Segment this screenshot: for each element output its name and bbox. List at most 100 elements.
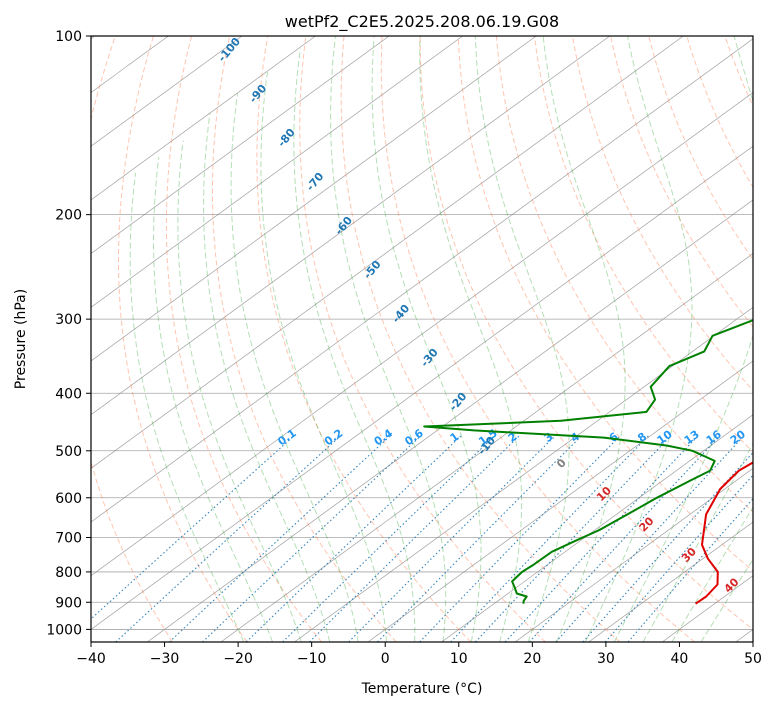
y-axis-label: Pressure (hPa): [13, 289, 29, 389]
x-tick-label: 30: [597, 651, 615, 667]
isotherm-line: [91, 92, 753, 577]
isotherm-line: [91, 36, 316, 201]
mixing-ratio-label: 0.4: [372, 426, 396, 448]
isotherm-line: [220, 253, 753, 642]
dry-adiabat-line: [380, 36, 695, 642]
plot-frame: [90, 35, 754, 643]
dry-adiabat-line: [534, 36, 753, 453]
mixing-ratio-line: [475, 435, 672, 642]
dry-adiabat-label: -30: [418, 346, 441, 370]
dry-adiabat-line: [724, 36, 753, 108]
profile-lines: [423, 319, 753, 605]
chart-title: wetPf2_C2E5.2025.208.06.19.G08: [285, 12, 559, 32]
isotherm-line: [735, 628, 753, 642]
dry-adiabat-label: -70: [304, 170, 327, 194]
isotherm-line: [91, 36, 610, 416]
y-tick-label: 200: [55, 208, 82, 224]
dry-adiabat-label: -80: [275, 126, 298, 150]
isotherm-line: [91, 36, 537, 362]
x-tick-label: 0: [381, 651, 390, 667]
dry-adiabat-line: [118, 36, 248, 642]
mixing-ratio-label: 25: [752, 428, 772, 447]
x-axis-label: Temperature (°C): [361, 681, 483, 697]
moist-adiabat-line: [474, 36, 570, 642]
mixing-ratio-label: 1: [448, 430, 462, 445]
mixing-ratio-line: [91, 435, 295, 620]
dry-adiabat-label: -60: [332, 214, 355, 238]
dry-adiabat-label: -50: [361, 258, 384, 282]
moist-adiabat-label: 0: [554, 456, 569, 471]
y-axis-ticks: 100 200 300 400 500 600 700 800 900 1000: [46, 29, 91, 638]
isotherm-line: [91, 36, 390, 255]
x-tick-label: 20: [523, 651, 541, 667]
mixing-ratio-line: [169, 435, 391, 642]
isotherm-line: [91, 38, 753, 523]
y-tick-label: 900: [55, 595, 82, 611]
x-tick-label: 40: [671, 651, 689, 667]
isotherm-line: [294, 306, 753, 642]
dry-adiabat-line: [686, 36, 753, 189]
mixing-ratio-line: [115, 435, 342, 642]
dry-adiabat-line: [572, 36, 753, 392]
dry-adiabat-line: [165, 36, 322, 642]
moist-adiabat-label: 40: [722, 575, 742, 595]
x-tick-label: −40: [76, 651, 106, 667]
dry-adiabat-line: [299, 36, 546, 642]
isotherm-line: [91, 145, 753, 630]
y-tick-label: 500: [55, 444, 82, 460]
dry-adiabat-line: [495, 36, 753, 513]
moist-adiabat-line: [542, 36, 626, 642]
isotherm-line: [147, 199, 753, 642]
dry-adiabat-line: [648, 36, 753, 261]
moist-adiabat-line: [613, 36, 753, 642]
moist-adiabat-line: [260, 71, 387, 642]
moist-adiabat-line: [153, 157, 274, 642]
dry-adiabat-line: [419, 36, 753, 631]
isotherm-line: [514, 467, 753, 642]
mixing-ratio-line: [504, 435, 699, 642]
dewpoint-profile: [423, 319, 753, 604]
dry-adiabat-label: -100: [215, 35, 243, 65]
mixing-ratio-line: [202, 435, 422, 642]
moist-adiabat-line: [203, 113, 331, 642]
moist-adiabat-line: [177, 140, 302, 642]
moist-adiabat-line: [330, 36, 447, 642]
temperature-profile: [695, 461, 753, 605]
x-tick-label: −30: [150, 651, 180, 667]
moist-adiabat-line: [371, 36, 482, 642]
mixing-ratio-line: [245, 435, 462, 642]
isotherm-line: [91, 36, 463, 308]
y-tick-label: 300: [55, 312, 82, 328]
isotherm-line: [91, 36, 243, 147]
dry-adiabat-line: [256, 36, 472, 642]
mixing-ratio-line: [348, 435, 556, 642]
isotherm-line: [441, 414, 753, 642]
mixing-ratio-line: [582, 451, 753, 642]
moist-adiabat-line: [700, 558, 753, 642]
x-tick-label: −10: [297, 651, 327, 667]
moist-adiabat-line: [671, 506, 753, 642]
mixing-ratio-label: 0.6: [402, 426, 426, 448]
mixing-ratio-line: [309, 435, 520, 642]
isotherm-line: [91, 36, 684, 469]
moist-adiabat-line: [293, 48, 416, 642]
moist-adiabat-line: [584, 36, 693, 642]
moist-adiabat-line: [129, 172, 245, 642]
dry-adiabat-line: [763, 36, 775, 642]
moist-adiabat-line: [642, 442, 753, 642]
dry-adiabat-line: [91, 36, 173, 642]
y-tick-label: 1000: [46, 622, 82, 638]
y-tick-label: 800: [55, 565, 82, 581]
y-tick-label: 700: [55, 531, 82, 547]
outer-arc-line: [0, 36, 1, 642]
isotherm-line: [367, 360, 753, 642]
moist-adiabat-line: [230, 93, 359, 642]
dry-adiabat-label: -40: [390, 302, 413, 326]
mixing-ratio-label: 16: [704, 428, 724, 448]
x-tick-label: −20: [223, 651, 253, 667]
x-axis-ticks: −40 −30 −20 −10 0 10 20 30 40 50: [76, 642, 762, 667]
background-lines: [0, 36, 775, 642]
moist-adiabat-line: [419, 36, 523, 642]
mixing-ratio-line: [555, 435, 745, 642]
